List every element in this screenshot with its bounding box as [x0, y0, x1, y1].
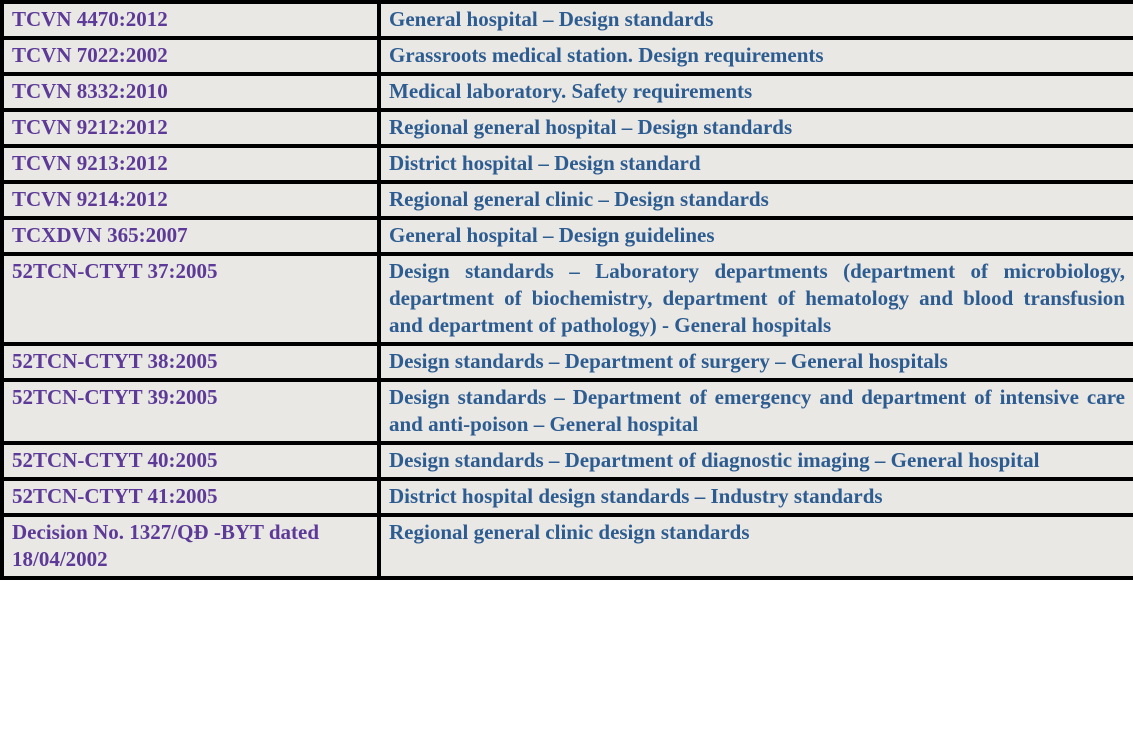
table-row: 52TCN-CTYT 40:2005 Design standards – De…	[0, 441, 1133, 481]
standard-description-cell: District hospital design standards – Ind…	[377, 477, 1133, 517]
table-row: 52TCN-CTYT 39:2005 Design standards – De…	[0, 378, 1133, 445]
table-row: TCVN 9212:2012 Regional general hospital…	[0, 108, 1133, 148]
standard-code-cell: 52TCN-CTYT 41:2005	[0, 477, 381, 517]
standard-description-cell: Regional general hospital – Design stand…	[377, 108, 1133, 148]
standard-description-cell: Regional general clinic – Design standar…	[377, 180, 1133, 220]
standard-code-cell: TCXDVN 365:2007	[0, 216, 381, 256]
standard-description-cell: Design standards – Department of surgery…	[377, 342, 1133, 382]
standard-description-cell: Design standards – Department of emergen…	[377, 378, 1133, 445]
standard-description-cell: Design standards – Department of diagnos…	[377, 441, 1133, 481]
table-row: TCVN 9214:2012 Regional general clinic –…	[0, 180, 1133, 220]
standard-description-cell: General hospital – Design guidelines	[377, 216, 1133, 256]
standard-code-cell: TCVN 9213:2012	[0, 144, 381, 184]
standard-code-cell: TCVN 4470:2012	[0, 0, 381, 40]
table-row: TCVN 7022:2002 Grassroots medical statio…	[0, 36, 1133, 76]
table-row: TCVN 9213:2012 District hospital – Desig…	[0, 144, 1133, 184]
standard-description-cell: Design standards – Laboratory department…	[377, 252, 1133, 346]
standard-description-cell: District hospital – Design standard	[377, 144, 1133, 184]
standard-code-cell: TCVN 8332:2010	[0, 72, 381, 112]
standard-code-cell: 52TCN-CTYT 40:2005	[0, 441, 381, 481]
standard-code-cell: 52TCN-CTYT 37:2005	[0, 252, 381, 346]
table-row: 52TCN-CTYT 37:2005 Design standards – La…	[0, 252, 1133, 346]
table-row: TCVN 8332:2010 Medical laboratory. Safet…	[0, 72, 1133, 112]
standard-description-cell: General hospital – Design standards	[377, 0, 1133, 40]
standard-description-cell: Medical laboratory. Safety requirements	[377, 72, 1133, 112]
standard-code-cell: TCVN 9214:2012	[0, 180, 381, 220]
standard-description-cell: Grassroots medical station. Design requi…	[377, 36, 1133, 76]
table-row: Decision No. 1327/QĐ -BYT dated 18/04/20…	[0, 513, 1133, 580]
standard-description-cell: Regional general clinic design standards	[377, 513, 1133, 580]
table-row: TCVN 4470:2012 General hospital – Design…	[0, 0, 1133, 40]
table-row: TCXDVN 365:2007 General hospital – Desig…	[0, 216, 1133, 256]
standard-code-cell: 52TCN-CTYT 38:2005	[0, 342, 381, 382]
standard-code-cell: TCVN 9212:2012	[0, 108, 381, 148]
standard-code-cell: TCVN 7022:2002	[0, 36, 381, 76]
standard-code-cell: Decision No. 1327/QĐ -BYT dated 18/04/20…	[0, 513, 381, 580]
standards-table: TCVN 4470:2012 General hospital – Design…	[0, 0, 1133, 580]
table-row: 52TCN-CTYT 41:2005 District hospital des…	[0, 477, 1133, 517]
table-row: 52TCN-CTYT 38:2005 Design standards – De…	[0, 342, 1133, 382]
standard-code-cell: 52TCN-CTYT 39:2005	[0, 378, 381, 445]
